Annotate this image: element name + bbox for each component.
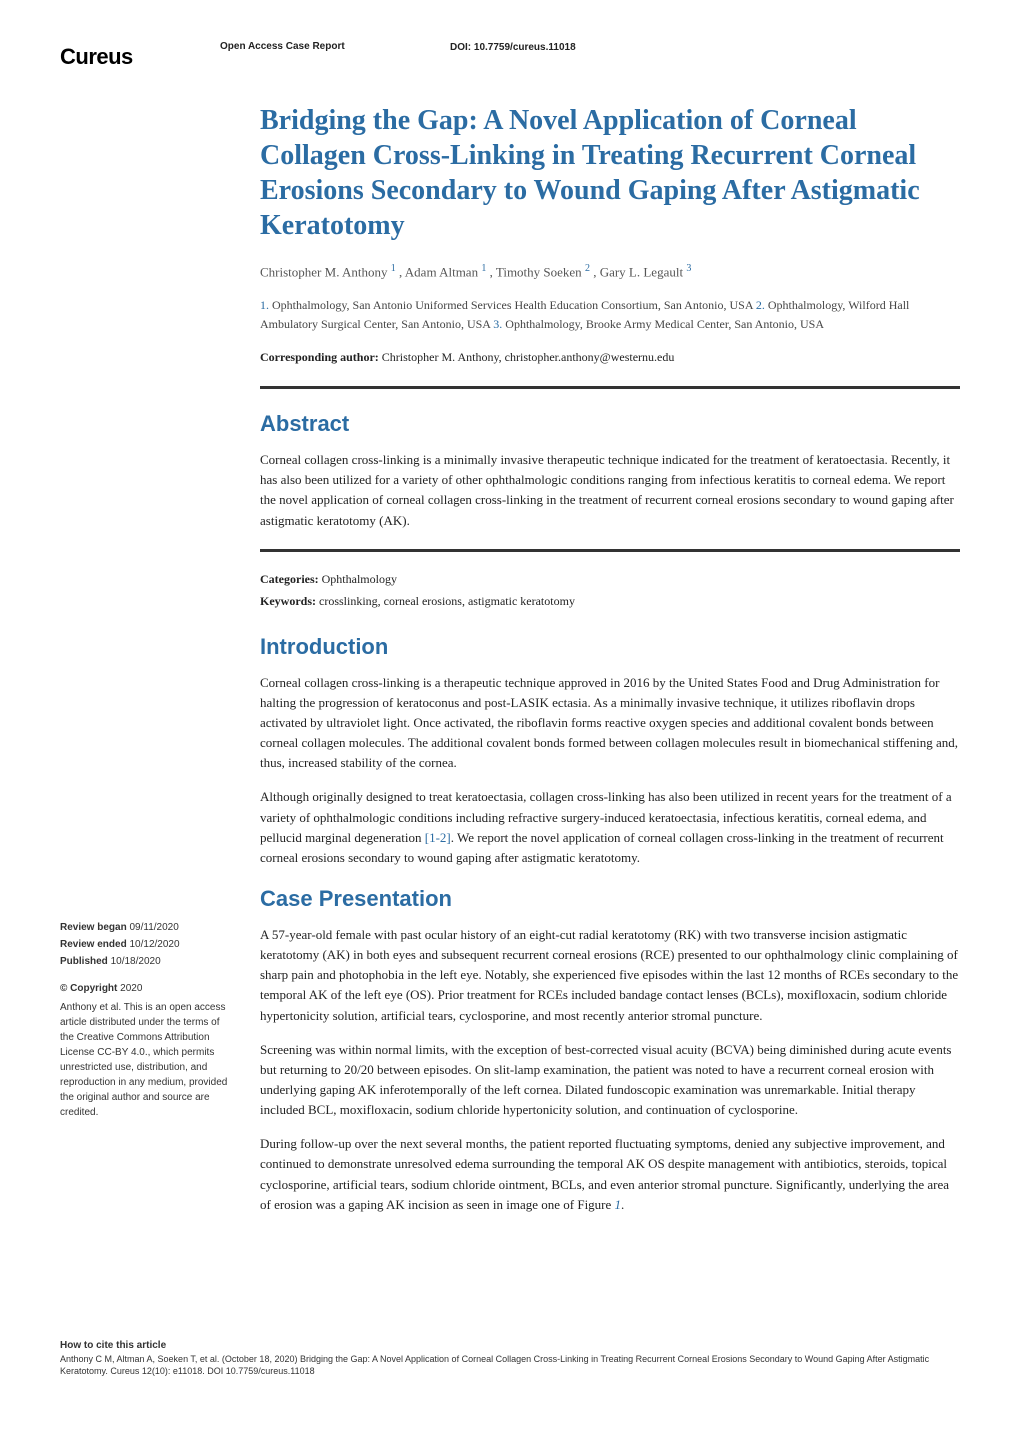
author: Gary L. Legault — [600, 264, 683, 279]
corresponding-label: Corresponding author: — [260, 350, 379, 364]
published: Published 10/18/2020 — [60, 954, 230, 969]
categories-text: Ophthalmology — [322, 572, 397, 586]
keywords-text: crosslinking, corneal erosions, astigmat… — [319, 594, 575, 608]
sidebar-meta: Review began 09/11/2020 Review ended 10/… — [60, 920, 230, 1120]
categories: Categories: Ophthalmology — [260, 570, 960, 588]
case-heading: Case Presentation — [260, 882, 960, 915]
published-label: Published — [60, 956, 108, 967]
doi: DOI: 10.7759/cureus.11018 — [450, 40, 576, 55]
case-p2: Screening was within normal limits, with… — [260, 1040, 960, 1121]
copyright-label: © Copyright — [60, 983, 117, 994]
keywords-label: Keywords: — [260, 594, 316, 608]
authors: Christopher M. Anthony 1 , Adam Altman 1… — [260, 261, 960, 282]
copyright-year: 2020 — [120, 983, 142, 994]
author: Christopher M. Anthony — [260, 264, 387, 279]
document-type: Open Access Case Report — [220, 40, 360, 53]
header: Cureus Open Access Case Report DOI: 10.7… — [60, 40, 960, 73]
author-sup: 1 — [391, 263, 396, 274]
author: Timothy Soeken — [496, 264, 582, 279]
main-content: Bridging the Gap: A Novel Application of… — [260, 103, 960, 1215]
review-ended-date: 10/12/2020 — [129, 939, 179, 950]
divider — [260, 549, 960, 552]
corresponding-text: Christopher M. Anthony, christopher.anth… — [382, 350, 675, 364]
review-began-date: 09/11/2020 — [129, 922, 178, 933]
affiliations: 1. Ophthalmology, San Antonio Uniformed … — [260, 296, 960, 334]
license-text: Anthony et al. This is an open access ar… — [60, 1000, 230, 1120]
affil-text: Ophthalmology, Brooke Army Medical Cente… — [505, 317, 824, 331]
affil-num: 1. — [260, 298, 269, 312]
keywords: Keywords: crosslinking, corneal erosions… — [260, 592, 960, 610]
intro-p1: Corneal collagen cross-linking is a ther… — [260, 673, 960, 774]
abstract-heading: Abstract — [260, 407, 960, 440]
case-p3-tail: . — [621, 1197, 624, 1212]
corresponding-author: Corresponding author: Christopher M. Ant… — [260, 348, 960, 366]
cite-text: Anthony C M, Altman A, Soeken T, et al. … — [60, 1354, 929, 1377]
review-began-label: Review began — [60, 922, 127, 933]
review-ended-label: Review ended — [60, 939, 127, 950]
author: Adam Altman — [405, 264, 478, 279]
cite-label: How to cite this article — [60, 1340, 166, 1351]
introduction-heading: Introduction — [260, 630, 960, 663]
affil-text: Ophthalmology, San Antonio Uniformed Ser… — [272, 298, 753, 312]
footer: How to cite this article Anthony C M, Al… — [0, 1339, 1020, 1408]
affil-num: 3. — [493, 317, 502, 331]
divider — [260, 386, 960, 389]
intro-p2: Although originally designed to treat ke… — [260, 787, 960, 868]
author-sup: 1 — [481, 263, 486, 274]
case-p1: A 57-year-old female with past ocular hi… — [260, 925, 960, 1026]
article-title: Bridging the Gap: A Novel Application of… — [260, 103, 960, 243]
published-date: 10/18/2020 — [111, 956, 161, 967]
categories-label: Categories: — [260, 572, 319, 586]
review-ended: Review ended 10/12/2020 — [60, 937, 230, 952]
author-sup: 2 — [585, 263, 590, 274]
affil-num: 2. — [756, 298, 765, 312]
case-p3: During follow-up over the next several m… — [260, 1134, 960, 1215]
abstract-body: Corneal collagen cross-linking is a mini… — [260, 450, 960, 531]
journal-logo: Cureus — [60, 40, 220, 73]
review-began: Review began 09/11/2020 — [60, 920, 230, 935]
author-sup: 3 — [686, 263, 691, 274]
copyright: © Copyright 2020 — [60, 981, 230, 996]
case-p3-text: During follow-up over the next several m… — [260, 1136, 949, 1211]
ref-link[interactable]: [1-2] — [425, 830, 451, 845]
